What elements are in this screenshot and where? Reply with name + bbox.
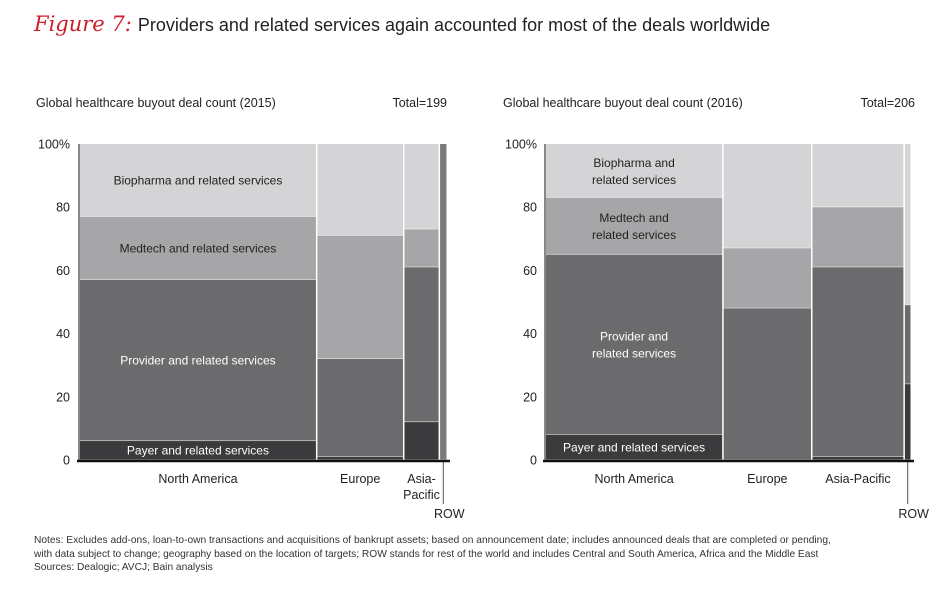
bar-segment-europe-medtech-and-related-services xyxy=(723,248,812,308)
segment-label-payer-and-related-services: Payer and related services xyxy=(127,444,269,458)
segment-label-biopharma-and-related-services: Biopharma and related services xyxy=(592,156,676,187)
bar-segment-north-america-medtech-and-related-services xyxy=(546,197,723,255)
figure-title: Figure 7: Providers and related services … xyxy=(34,12,770,36)
bar-segment-north-america-biopharma-and-related-services xyxy=(80,144,316,217)
category-label-line: Pacific xyxy=(403,488,440,502)
y-tick-label: 20 xyxy=(56,390,70,404)
segment-label-line: Biopharma and xyxy=(593,156,674,170)
figure-label: Figure 7: xyxy=(34,12,132,36)
chart-title: Global healthcare buyout deal count (201… xyxy=(503,96,743,110)
bar-segment-asia-pacific-payer-and-related-services xyxy=(812,456,904,460)
category-label-line: Asia- xyxy=(407,472,435,486)
bar-segment-north-america-payer-and-related-services xyxy=(80,441,316,460)
y-tick-label: 100% xyxy=(38,138,70,152)
bar-segment-asia-pacific-biopharma-and-related-services xyxy=(404,144,439,229)
figure-heading: Providers and related services again acc… xyxy=(137,15,771,35)
bar-segment-asia-pacific-provider-and-related-services xyxy=(404,267,439,422)
y-tick-label: 60 xyxy=(56,264,70,278)
bar-segment-north-america-payer-and-related-services xyxy=(546,434,723,460)
segment-label-medtech-and-related-services: Medtech and related services xyxy=(592,211,676,242)
segment-label-provider-and-related-services: Provider and related services xyxy=(592,330,676,361)
chart-1: Global healthcare buyout deal count (201… xyxy=(36,96,465,521)
category-label-north-america: North America xyxy=(158,472,237,486)
sources-line: Sources: Dealogic; AVCJ; Bain analysis xyxy=(34,562,213,573)
bar-segment-europe-provider-and-related-services xyxy=(317,358,403,457)
bar-segment-europe-provider-and-related-services xyxy=(723,308,812,460)
y-tick-label: 20 xyxy=(523,390,537,404)
bar-segment-row-payer-and-related-services xyxy=(904,384,911,460)
segment-label-line: Medtech and xyxy=(599,211,668,225)
bar-segment-asia-pacific-medtech-and-related-services xyxy=(812,207,904,267)
y-tick-label: 60 xyxy=(523,264,537,278)
notes-line-1: Notes: Excludes add-ons, loan-to-own tra… xyxy=(34,535,831,546)
category-label-asia-pacific: Asia- Pacific xyxy=(403,472,440,502)
category-label-row: ROW xyxy=(434,507,465,521)
segment-label-provider-and-related-services: Provider and related services xyxy=(120,353,275,367)
bar-segment-asia-pacific-provider-and-related-services xyxy=(812,267,904,457)
bar-segment-row-provider-and-related-services xyxy=(440,144,447,460)
segment-label-line: related services xyxy=(592,228,676,242)
y-tick-label: 80 xyxy=(523,201,537,215)
notes-block: Notes: Excludes add-ons, loan-to-own tra… xyxy=(34,534,934,575)
segment-label-biopharma-and-related-services: Biopharma and related services xyxy=(114,173,283,187)
segment-label-line: related services xyxy=(592,173,676,187)
bar-segment-europe-payer-and-related-services xyxy=(317,456,403,460)
bar-segment-europe-biopharma-and-related-services xyxy=(723,144,812,248)
bar-segment-north-america-biopharma-and-related-services xyxy=(546,144,723,198)
bar-segment-europe-medtech-and-related-services xyxy=(317,235,403,359)
segment-label-payer-and-related-services: Payer and related services xyxy=(563,440,705,454)
bar-segment-north-america-medtech-and-related-services xyxy=(80,216,316,280)
bar-segment-asia-pacific-payer-and-related-services xyxy=(404,422,439,460)
y-tick-label: 100% xyxy=(505,138,537,152)
segment-label-medtech-and-related-services: Medtech and related services xyxy=(120,241,277,255)
segment-label-line: Provider and xyxy=(600,330,668,344)
bar-segment-row-biopharma-and-related-services xyxy=(904,144,911,305)
category-label-asia-pacific: Asia-Pacific xyxy=(825,472,890,486)
bar-segment-north-america-provider-and-related-services xyxy=(546,254,723,435)
category-label-row: ROW xyxy=(898,507,929,521)
chart-total: Total=199 xyxy=(392,96,447,110)
bar-segment-north-america-provider-and-related-services xyxy=(80,279,316,441)
bar-segment-europe-biopharma-and-related-services xyxy=(317,144,403,236)
y-tick-label: 40 xyxy=(56,327,70,341)
category-label-north-america: North America xyxy=(594,472,673,486)
segment-label-line: related services xyxy=(592,347,676,361)
bar-segment-asia-pacific-biopharma-and-related-services xyxy=(812,144,904,207)
y-tick-label: 80 xyxy=(56,201,70,215)
y-tick-label: 40 xyxy=(523,327,537,341)
bar-segment-row-provider-and-related-services xyxy=(904,305,911,384)
category-label-europe: Europe xyxy=(747,472,787,486)
y-tick-label: 0 xyxy=(530,454,537,468)
chart-title: Global healthcare buyout deal count (201… xyxy=(36,96,276,110)
chart-2: Global healthcare buyout deal count (201… xyxy=(503,96,929,521)
category-label-europe: Europe xyxy=(340,472,380,486)
y-tick-label: 0 xyxy=(63,454,70,468)
chart-total: Total=206 xyxy=(860,96,915,110)
bar-segment-asia-pacific-medtech-and-related-services xyxy=(404,229,439,267)
notes-line-2: with data subject to change; geography b… xyxy=(34,548,819,560)
